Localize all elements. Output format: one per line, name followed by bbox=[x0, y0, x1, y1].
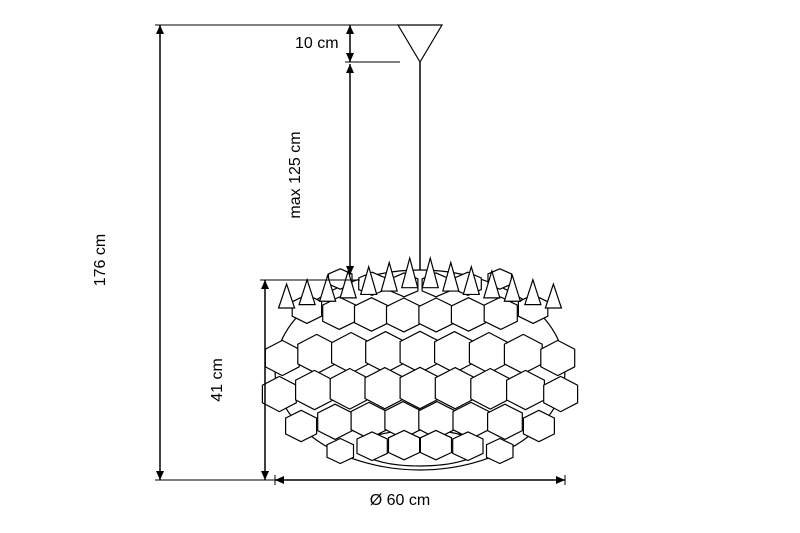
shade-height-label: 41 cm bbox=[209, 358, 226, 402]
canopy-height-label: 10 cm bbox=[295, 35, 339, 52]
shade-diameter-label: Ø 60 cm bbox=[370, 492, 430, 509]
total-height-label: 176 cm bbox=[92, 234, 109, 286]
cable-max-label: max 125 cm bbox=[287, 131, 304, 218]
